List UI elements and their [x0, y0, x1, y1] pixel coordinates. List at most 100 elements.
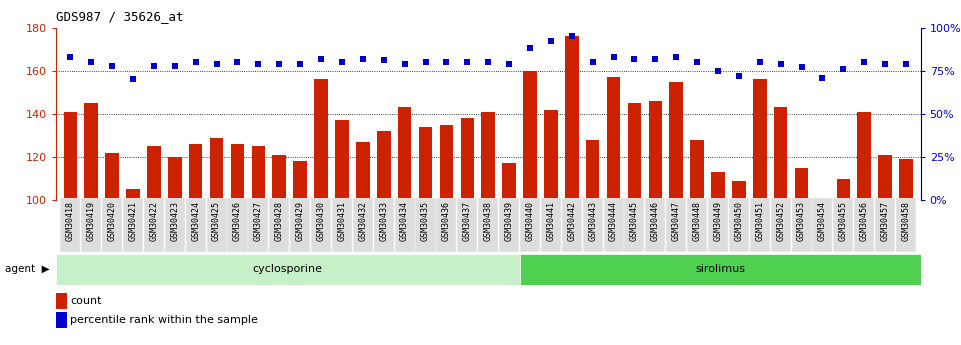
Text: GSM30418: GSM30418: [66, 201, 75, 241]
Text: percentile rank within the sample: percentile rank within the sample: [70, 315, 258, 325]
Text: GSM30426: GSM30426: [233, 201, 242, 241]
Bar: [189, 144, 203, 200]
Bar: [252, 146, 265, 200]
Bar: [56, 254, 520, 285]
FancyBboxPatch shape: [812, 198, 832, 252]
FancyBboxPatch shape: [562, 198, 581, 252]
Text: GSM30423: GSM30423: [170, 201, 180, 241]
Text: GSM30437: GSM30437: [463, 201, 472, 241]
FancyBboxPatch shape: [457, 198, 478, 252]
Bar: [481, 112, 495, 200]
FancyBboxPatch shape: [374, 198, 394, 252]
FancyBboxPatch shape: [269, 198, 289, 252]
Text: GSM30443: GSM30443: [588, 201, 597, 241]
FancyBboxPatch shape: [708, 198, 728, 252]
Bar: [753, 79, 767, 200]
FancyBboxPatch shape: [896, 198, 916, 252]
Text: GSM30447: GSM30447: [672, 201, 680, 241]
Bar: [690, 140, 703, 200]
FancyBboxPatch shape: [833, 198, 853, 252]
FancyBboxPatch shape: [102, 198, 122, 252]
Text: GSM30456: GSM30456: [860, 201, 869, 241]
FancyBboxPatch shape: [164, 198, 185, 252]
Text: GSM30428: GSM30428: [275, 201, 283, 241]
Text: GSM30427: GSM30427: [254, 201, 263, 241]
FancyBboxPatch shape: [666, 198, 686, 252]
FancyBboxPatch shape: [207, 198, 227, 252]
Bar: [377, 131, 390, 200]
FancyBboxPatch shape: [604, 198, 624, 252]
Text: GSM30445: GSM30445: [629, 201, 639, 241]
Bar: [628, 103, 641, 200]
FancyBboxPatch shape: [750, 198, 770, 252]
Bar: [168, 157, 182, 200]
FancyBboxPatch shape: [353, 198, 373, 252]
FancyBboxPatch shape: [687, 198, 707, 252]
FancyBboxPatch shape: [415, 198, 435, 252]
Text: GSM30442: GSM30442: [567, 201, 577, 241]
FancyBboxPatch shape: [541, 198, 561, 252]
Bar: [460, 118, 474, 200]
Bar: [878, 155, 892, 200]
Bar: [85, 103, 98, 200]
Text: GSM30425: GSM30425: [212, 201, 221, 241]
Text: GSM30432: GSM30432: [358, 201, 367, 241]
Text: GSM30446: GSM30446: [651, 201, 660, 241]
Bar: [565, 36, 579, 200]
Text: GSM30458: GSM30458: [901, 201, 910, 241]
Bar: [356, 142, 370, 200]
Text: GSM30424: GSM30424: [191, 201, 200, 241]
Text: GSM30420: GSM30420: [108, 201, 116, 241]
Text: GSM30457: GSM30457: [880, 201, 890, 241]
Text: cyclosporine: cyclosporine: [253, 264, 323, 274]
FancyBboxPatch shape: [228, 198, 248, 252]
Bar: [520, 254, 921, 285]
Bar: [606, 77, 620, 200]
Text: GSM30454: GSM30454: [818, 201, 827, 241]
Text: GSM30453: GSM30453: [797, 201, 806, 241]
Bar: [503, 164, 516, 200]
Text: GSM30449: GSM30449: [713, 201, 723, 241]
Bar: [523, 71, 537, 200]
Bar: [795, 168, 808, 200]
FancyBboxPatch shape: [185, 198, 206, 252]
Bar: [816, 198, 829, 200]
FancyBboxPatch shape: [395, 198, 414, 252]
Text: GSM30435: GSM30435: [421, 201, 430, 241]
Text: GSM30441: GSM30441: [547, 201, 555, 241]
FancyBboxPatch shape: [728, 198, 749, 252]
Bar: [106, 152, 119, 200]
Bar: [649, 101, 662, 200]
FancyBboxPatch shape: [144, 198, 164, 252]
Bar: [586, 140, 600, 200]
Bar: [335, 120, 349, 200]
Bar: [732, 181, 746, 200]
FancyBboxPatch shape: [123, 198, 143, 252]
Text: agent  ▶: agent ▶: [5, 264, 49, 274]
Text: GSM30444: GSM30444: [609, 201, 618, 241]
Text: count: count: [70, 296, 102, 306]
FancyBboxPatch shape: [61, 198, 81, 252]
FancyBboxPatch shape: [290, 198, 310, 252]
Bar: [670, 81, 683, 200]
Text: GSM30422: GSM30422: [149, 201, 159, 241]
Text: GSM30455: GSM30455: [839, 201, 848, 241]
FancyBboxPatch shape: [582, 198, 603, 252]
Bar: [774, 107, 787, 200]
FancyBboxPatch shape: [645, 198, 665, 252]
Text: GSM30450: GSM30450: [734, 201, 744, 241]
FancyBboxPatch shape: [436, 198, 456, 252]
Bar: [273, 155, 286, 200]
Text: GSM30431: GSM30431: [337, 201, 347, 241]
Text: GSM30439: GSM30439: [505, 201, 513, 241]
Text: GSM30436: GSM30436: [442, 201, 451, 241]
FancyBboxPatch shape: [792, 198, 812, 252]
Text: GSM30452: GSM30452: [776, 201, 785, 241]
Text: GSM30440: GSM30440: [526, 201, 534, 241]
Bar: [231, 144, 244, 200]
FancyBboxPatch shape: [520, 198, 540, 252]
FancyBboxPatch shape: [771, 198, 791, 252]
Text: GSM30430: GSM30430: [316, 201, 326, 241]
FancyBboxPatch shape: [248, 198, 268, 252]
FancyBboxPatch shape: [311, 198, 332, 252]
